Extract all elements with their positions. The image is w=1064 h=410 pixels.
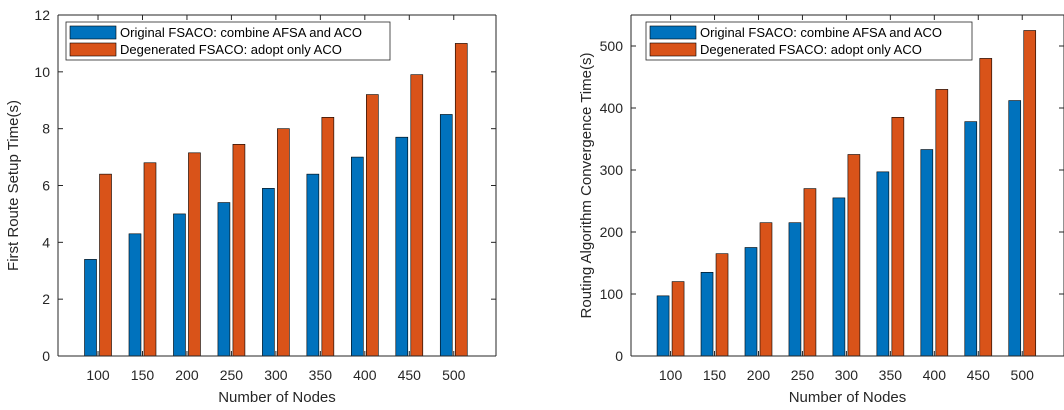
chart-1: 0 2 4 6 8 10 12 100 150 200 250 300 350 400 450 500 Numb… bbox=[5, 7, 497, 406]
y-tick-label: 6 bbox=[42, 178, 50, 194]
bar-s1-450 bbox=[964, 121, 978, 357]
legend: Original FSACO: combine AFSA and ACO Dege… bbox=[645, 21, 973, 61]
bar-s2-100 bbox=[99, 173, 112, 357]
bar-s1-100 bbox=[84, 259, 97, 357]
x-tick-label: 500 bbox=[1011, 367, 1035, 383]
bar-s1-400 bbox=[920, 149, 934, 357]
bar-s1-150 bbox=[700, 271, 714, 357]
bar-s2-500 bbox=[1023, 30, 1037, 357]
bar-s2-150 bbox=[715, 253, 729, 357]
bar-s1-400 bbox=[351, 156, 364, 357]
bar-s2-400 bbox=[935, 89, 949, 357]
bar-s1-150 bbox=[128, 233, 142, 357]
x-axis-title: Number of Nodes bbox=[218, 389, 336, 406]
y-tick-label: 200 bbox=[600, 224, 624, 240]
x-tick-label: 500 bbox=[442, 367, 466, 383]
x-tick-label: 200 bbox=[747, 367, 771, 383]
bar-s2-450 bbox=[410, 74, 424, 357]
bar-s1-200 bbox=[173, 213, 186, 357]
x-tick-label: 350 bbox=[879, 367, 903, 383]
bar-s2-300 bbox=[277, 128, 290, 357]
y-tick-label: 12 bbox=[34, 7, 50, 23]
bar-s2-200 bbox=[188, 152, 201, 357]
legend-box bbox=[645, 21, 973, 61]
bar-s2-300 bbox=[847, 154, 861, 357]
x-tick-label: 400 bbox=[353, 367, 377, 383]
bar-s2-200 bbox=[759, 222, 773, 357]
legend-box bbox=[65, 21, 391, 61]
bar-s1-450 bbox=[395, 136, 409, 357]
x-tick-label: 100 bbox=[86, 367, 110, 383]
bar-s2-500 bbox=[454, 43, 468, 357]
y-tick-label: 500 bbox=[600, 38, 624, 54]
x-tick-label: 300 bbox=[264, 367, 288, 383]
legend-swatch-2 bbox=[649, 42, 697, 57]
chart-2: 0 100 200 300 400 500 100 150 200 250 300 350 400 450… bbox=[578, 14, 1064, 406]
bar-s1-500 bbox=[439, 114, 453, 357]
x-tick-label: 450 bbox=[967, 367, 991, 383]
y-tick-label: 10 bbox=[34, 64, 50, 80]
bar-s2-350 bbox=[321, 117, 335, 357]
x-tick-label: 100 bbox=[659, 367, 683, 383]
legend-label-1: Original FSACO: combine AFSA and ACO bbox=[120, 25, 362, 40]
y-axis-title: First Route Setup Time(s) bbox=[5, 100, 22, 271]
bar-s1-100 bbox=[656, 295, 670, 357]
bar-s2-250 bbox=[803, 188, 817, 357]
legend-swatch-2 bbox=[69, 42, 117, 57]
legend-label-2: Degenerated FSACO: adopt only ACO bbox=[120, 42, 342, 57]
bar-s2-350 bbox=[891, 117, 905, 357]
x-tick-label: 300 bbox=[835, 367, 859, 383]
legend-swatch-1 bbox=[649, 25, 697, 40]
x-tick-label: 350 bbox=[309, 367, 333, 383]
bar-s1-300 bbox=[832, 197, 846, 357]
y-tick-label: 2 bbox=[42, 291, 50, 307]
y-tick-label: 400 bbox=[600, 100, 624, 116]
x-tick-label: 150 bbox=[131, 367, 155, 383]
bar-s1-250 bbox=[217, 202, 231, 357]
x-tick-label: 450 bbox=[398, 367, 422, 383]
bar-s2-150 bbox=[143, 162, 157, 357]
y-axis-title: Routing Algorithm Convergence Time(s) bbox=[578, 53, 595, 319]
legend-label-2: Degenerated FSACO: adopt only ACO bbox=[700, 42, 922, 57]
bar-s2-250 bbox=[232, 143, 246, 357]
bar-s1-350 bbox=[876, 171, 890, 357]
bar-s1-500 bbox=[1008, 100, 1022, 357]
bar-s1-200 bbox=[744, 247, 758, 357]
x-tick-label: 150 bbox=[703, 367, 727, 383]
y-tick-label: 0 bbox=[615, 348, 623, 364]
x-axis-title: Number of Nodes bbox=[789, 389, 907, 406]
bar-s1-250 bbox=[788, 222, 802, 357]
x-tick-label: 400 bbox=[923, 367, 947, 383]
legend-swatch-1 bbox=[69, 25, 117, 40]
y-tick-label: 300 bbox=[600, 162, 624, 178]
y-tick-label: 4 bbox=[42, 234, 50, 250]
bar-s1-300 bbox=[262, 188, 275, 357]
bar-s2-400 bbox=[366, 94, 379, 357]
y-tick-label: 0 bbox=[42, 348, 50, 364]
bar-s2-450 bbox=[979, 58, 993, 357]
legend: Original FSACO: combine AFSA and ACO Dege… bbox=[65, 21, 391, 61]
x-tick-label: 250 bbox=[220, 367, 244, 383]
y-tick-label: 100 bbox=[600, 286, 624, 302]
x-tick-label: 200 bbox=[175, 367, 199, 383]
y-tick-label: 8 bbox=[42, 121, 50, 137]
legend-label-1: Original FSACO: combine AFSA and ACO bbox=[700, 25, 942, 40]
bar-s2-100 bbox=[671, 281, 685, 357]
bar-s1-350 bbox=[306, 173, 320, 357]
x-tick-label: 250 bbox=[791, 367, 815, 383]
